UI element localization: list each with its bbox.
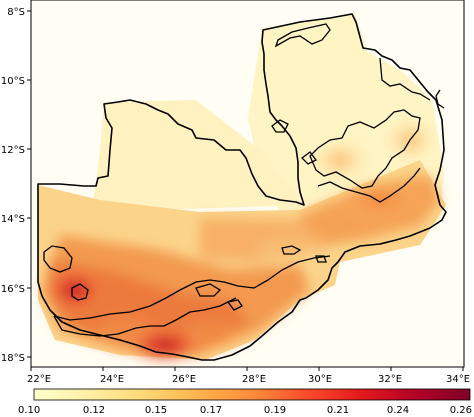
y-tick-label: 18°S [1,353,25,364]
colorbar-tick-label: 0.19 [264,405,286,416]
colorbar-tick-label: 0.15 [145,405,167,416]
colorbar-tick-label: 0.10 [18,405,40,416]
colorbar: 0.10 0.12 0.15 0.17 0.19 0.21 0.24 0.26 [18,388,472,416]
colorbar-tick-label: 0.12 [83,405,105,416]
contour-central-east [309,109,421,189]
contour-south-band [53,255,331,321]
y-axis: 8°S 10°S 12°S 14°S 16°S 18°S [1,7,31,364]
x-tick-label: 28°E [242,374,266,385]
contour-west-small [71,283,89,301]
contour-band-east [317,167,421,203]
x-tick-label: 22°E [27,374,51,385]
y-tick-label: 12°S [1,145,25,156]
x-tick-label: 34°E [446,374,470,385]
contour-north-edge [271,119,289,133]
contour-east [435,89,445,109]
contour-northeast [379,57,431,101]
contour-mid [301,151,317,165]
contour-central-small-1 [195,283,222,297]
raster-field [38,14,446,363]
x-tick-label: 30°E [308,374,332,385]
colorbar-tick-label: 0.24 [387,405,409,416]
x-axis: 22°E 24°E 26°E 28°E 30°E 32°E 34°E [27,367,470,385]
y-tick-label: 16°S [1,284,25,295]
contour-dambo-2 [315,255,327,263]
x-tick-label: 26°E [172,374,196,385]
colorbar-tick-label: 0.26 [450,405,472,416]
contour-west-loop [43,245,73,273]
y-tick-label: 14°S [1,214,25,225]
x-tick-label: 24°E [100,374,124,385]
colorbar-gradient [33,388,471,401]
x-tick-label: 32°E [378,374,402,385]
contour-lines [43,23,445,337]
map-panel [30,0,465,368]
contour-north [274,23,331,48]
contour-central-small-2 [226,299,243,311]
country-boundary [37,13,447,361]
y-tick-label: 10°S [1,76,25,87]
colorbar-tick-label: 0.21 [327,405,349,416]
colorbar-tick-label: 0.17 [200,405,222,416]
y-tick-label: 8°S [7,7,25,18]
contour-south-inner [53,297,237,337]
contour-dambo [281,245,302,255]
